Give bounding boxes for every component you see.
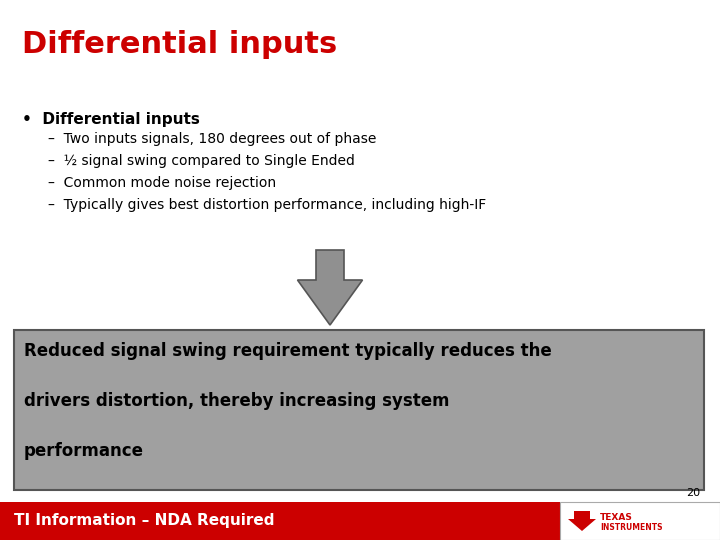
Text: –  Typically gives best distortion performance, including high-IF: – Typically gives best distortion perfor… [48,198,486,212]
Text: TEXAS: TEXAS [600,512,633,522]
Text: Differential inputs: Differential inputs [22,30,337,59]
FancyBboxPatch shape [560,502,720,540]
Text: –  ½ signal swing compared to Single Ended: – ½ signal swing compared to Single Ende… [48,154,355,168]
Text: INSTRUMENTS: INSTRUMENTS [600,523,662,531]
Text: TI Information – NDA Required: TI Information – NDA Required [14,514,274,529]
Text: –  Two inputs signals, 180 degrees out of phase: – Two inputs signals, 180 degrees out of… [48,132,377,146]
Polygon shape [297,250,362,325]
Text: –  Common mode noise rejection: – Common mode noise rejection [48,176,276,190]
Text: 20: 20 [686,488,700,498]
Text: Reduced signal swing requirement typically reduces the: Reduced signal swing requirement typical… [24,342,552,360]
Polygon shape [568,511,596,531]
Text: performance: performance [24,442,144,460]
FancyBboxPatch shape [14,330,704,490]
FancyBboxPatch shape [0,502,560,540]
Text: drivers distortion, thereby increasing system: drivers distortion, thereby increasing s… [24,392,449,410]
Text: •  Differential inputs: • Differential inputs [22,112,200,127]
